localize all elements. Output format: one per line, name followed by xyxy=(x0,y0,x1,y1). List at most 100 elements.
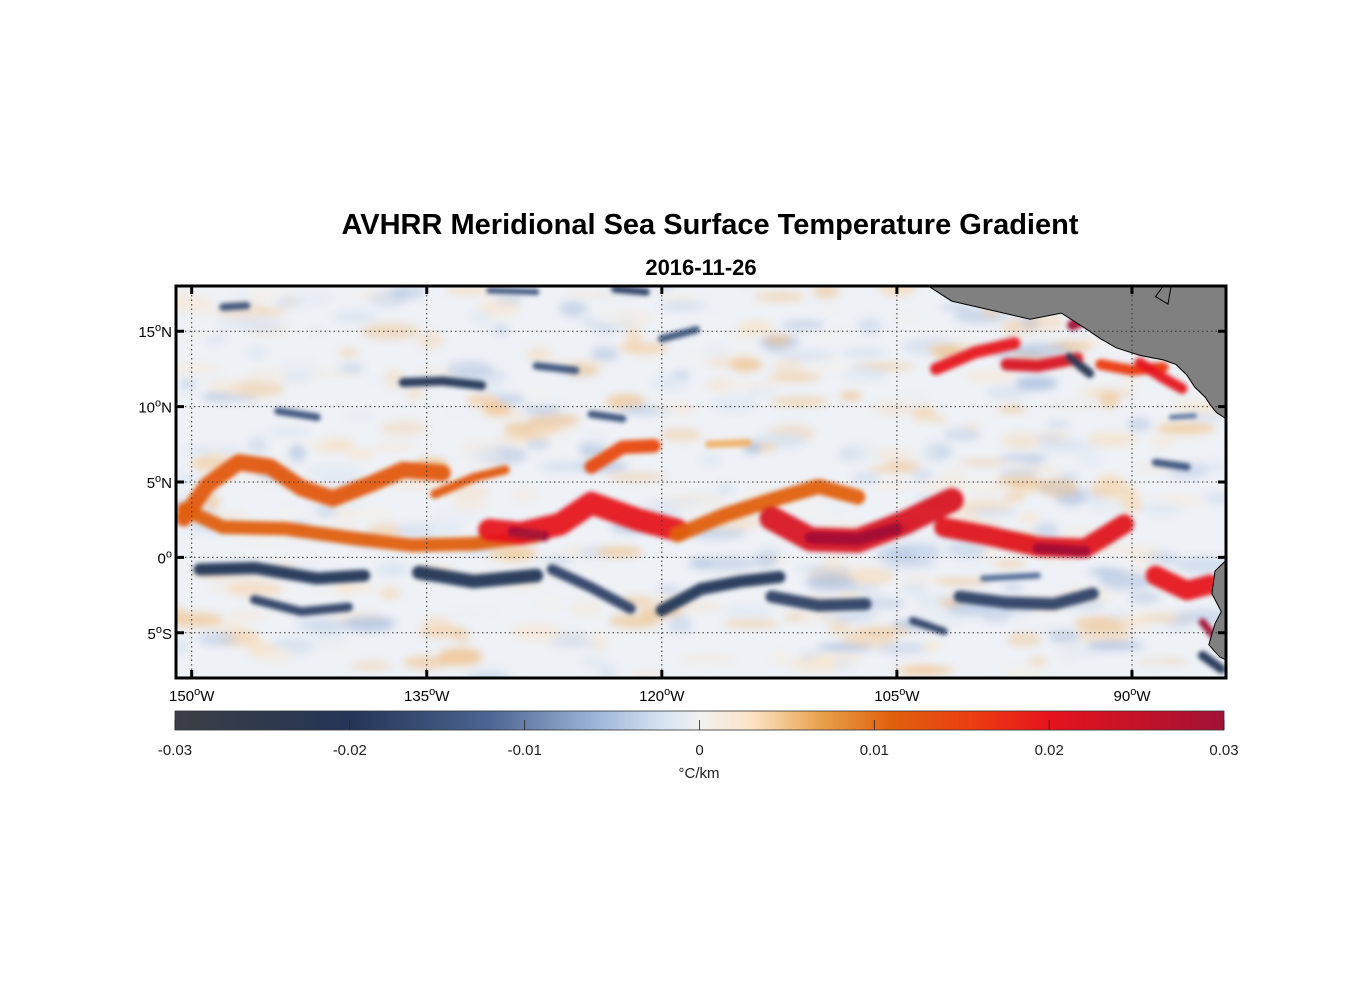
texture-blob xyxy=(1149,435,1177,448)
texture-blob xyxy=(344,412,375,419)
texture-blob xyxy=(485,547,506,561)
texture-blob xyxy=(1017,512,1040,523)
colorbar-tick-label: -0.01 xyxy=(508,742,542,759)
texture-blob xyxy=(1164,621,1190,629)
texture-blob xyxy=(1085,497,1130,513)
texture-blob xyxy=(589,308,624,324)
land-polygon xyxy=(1208,559,1226,661)
texture-blob xyxy=(1088,481,1137,498)
cold-front xyxy=(953,587,1099,611)
texture-blob xyxy=(902,666,955,674)
texture-blob xyxy=(695,556,756,571)
texture-blob xyxy=(943,428,981,441)
texture-blob xyxy=(388,288,410,299)
texture-blob xyxy=(631,670,664,678)
cold-front xyxy=(412,565,544,589)
lat-tick-label: 0o xyxy=(158,548,172,567)
texture-blob xyxy=(921,641,942,651)
texture-blob xyxy=(1037,482,1072,495)
texture-blob xyxy=(876,546,916,564)
texture-blob xyxy=(539,462,589,472)
texture-blob xyxy=(818,304,840,313)
cold-front xyxy=(658,325,701,343)
texture-blob xyxy=(523,404,561,415)
texture-blob xyxy=(1076,627,1133,643)
texture-blob xyxy=(751,432,806,444)
texture-blob xyxy=(999,454,1050,462)
lat-tick-label: 10oN xyxy=(138,398,172,417)
texture-blob xyxy=(452,628,471,644)
texture-blob xyxy=(922,442,953,461)
texture-blob xyxy=(911,469,933,482)
texture-blob xyxy=(295,618,349,631)
land-polygon xyxy=(927,286,1226,420)
texture-blob xyxy=(198,632,237,646)
texture-blob xyxy=(1070,338,1101,346)
texture-blob xyxy=(1203,492,1226,505)
texture-blob xyxy=(912,405,936,422)
texture-blob xyxy=(304,369,361,378)
texture-blob xyxy=(702,345,731,357)
texture-blob xyxy=(452,496,488,511)
lon-tick-label: 135oW xyxy=(404,686,450,705)
texture-blob xyxy=(845,583,881,594)
texture-blob xyxy=(247,436,268,455)
texture-blob xyxy=(332,509,355,520)
texture-blob xyxy=(548,638,598,648)
texture-blob xyxy=(448,451,503,461)
texture-blob xyxy=(207,380,242,397)
texture-blob xyxy=(262,646,294,663)
texture-blob xyxy=(176,364,221,372)
texture-blob xyxy=(737,321,773,335)
colorbar: -0.03 -0.02 -0.01 0 0.01 0.02 0.03 °C/km xyxy=(158,710,1239,782)
texture-blob xyxy=(625,328,642,346)
texture-blob xyxy=(181,302,227,318)
texture-blob xyxy=(332,310,378,323)
cold-front xyxy=(193,561,371,585)
texture-blob xyxy=(716,483,735,494)
texture-blob xyxy=(247,346,267,358)
texture-blob xyxy=(492,325,509,335)
colorbar-tick-label: -0.03 xyxy=(158,742,192,759)
texture-blob xyxy=(793,609,839,623)
cold-front xyxy=(546,564,636,614)
texture-blob xyxy=(438,648,483,666)
texture-blob xyxy=(535,597,564,611)
cold-front xyxy=(1151,458,1191,471)
texture-blob xyxy=(176,333,217,340)
cold-front xyxy=(1198,650,1226,674)
lat-tick-label: 5oS xyxy=(148,624,172,643)
texture-blob xyxy=(385,563,410,576)
texture-blob xyxy=(1046,420,1071,429)
texture-blob xyxy=(511,623,561,641)
texture-blob xyxy=(322,303,355,311)
texture-blob xyxy=(652,485,695,499)
texture-blob xyxy=(466,394,499,408)
lon-tick-label: 150oW xyxy=(169,686,215,705)
texture-blob xyxy=(478,299,521,316)
cold-front xyxy=(980,572,1041,582)
texture-blob xyxy=(1036,438,1084,451)
texture-blob xyxy=(559,300,588,317)
texture-blob xyxy=(309,327,328,337)
texture-blob xyxy=(827,621,853,635)
texture-blob xyxy=(784,614,805,621)
texture-blob xyxy=(824,553,844,570)
warm-front xyxy=(930,337,1021,375)
texture-blob xyxy=(801,328,852,339)
texture-blob xyxy=(407,386,424,401)
warm-front xyxy=(430,465,510,499)
texture-blob xyxy=(374,443,415,450)
texture-blob xyxy=(446,405,487,416)
texture-blob xyxy=(281,370,311,383)
texture-blob xyxy=(403,656,451,669)
texture-blob xyxy=(1129,591,1160,604)
cold-front xyxy=(486,287,540,295)
texture-blob xyxy=(1003,665,1046,678)
texture-blob xyxy=(838,444,882,462)
texture-blob xyxy=(883,460,922,467)
map-ticks: 150oW 135oW 120oW 105oW 90oW 15oN 10oN 5oN 0o 5oS xyxy=(138,286,1226,705)
texture-blob xyxy=(651,373,688,391)
lat-tick-label: 15oN xyxy=(138,322,172,341)
